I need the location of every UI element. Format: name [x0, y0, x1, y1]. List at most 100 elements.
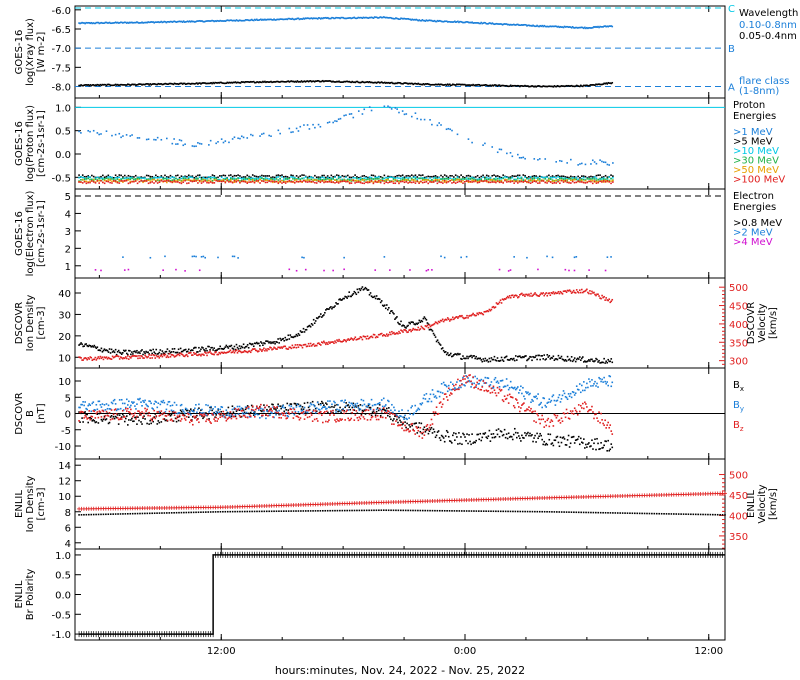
data-point	[291, 336, 294, 338]
data-point	[442, 176, 444, 178]
data-point	[243, 349, 246, 352]
data-point	[95, 347, 98, 350]
data-point	[431, 389, 434, 391]
data-point	[144, 177, 146, 179]
data-point	[229, 179, 232, 182]
y-axis-label: DSCOVR	[14, 302, 25, 345]
data-point	[423, 394, 426, 396]
data-point	[580, 178, 583, 181]
data-point	[274, 408, 276, 410]
data-point	[410, 406, 412, 409]
data-point	[286, 180, 289, 183]
data-point	[357, 176, 360, 179]
data-point	[438, 437, 441, 439]
data-point	[85, 343, 87, 345]
data-point	[405, 18, 407, 20]
data-point	[170, 20, 173, 23]
data-point	[86, 413, 88, 416]
data-point	[302, 408, 305, 411]
data-point	[163, 418, 166, 420]
data-point	[284, 406, 287, 409]
data-point	[589, 360, 591, 362]
data-point	[177, 412, 180, 414]
data-point	[582, 181, 585, 184]
data-point	[133, 176, 135, 178]
legend-entry: 0.05-0.4nm	[739, 31, 797, 42]
data-point	[142, 177, 144, 179]
data-point	[534, 434, 536, 437]
data-point	[560, 441, 563, 444]
data-point	[451, 178, 453, 180]
data-point	[418, 329, 421, 331]
data-point	[531, 181, 534, 184]
series--4-MeV	[94, 268, 607, 272]
data-point	[105, 130, 108, 132]
data-point	[83, 22, 85, 24]
y-axis-label: [cm-3]	[36, 306, 47, 339]
data-point	[349, 404, 352, 407]
data-point	[367, 404, 370, 407]
data-point	[209, 176, 212, 179]
data-point	[498, 177, 501, 180]
data-point	[161, 83, 164, 86]
data-point	[439, 344, 442, 346]
data-point	[445, 20, 448, 23]
data-point	[323, 176, 325, 179]
data-point	[293, 182, 296, 184]
data-point	[198, 142, 201, 145]
data-point	[467, 442, 469, 445]
data-point	[317, 316, 320, 318]
data-point	[184, 408, 187, 411]
data-point	[569, 26, 572, 28]
data-point	[269, 346, 271, 349]
data-point	[513, 24, 516, 26]
data-point	[180, 353, 183, 355]
data-point	[275, 413, 277, 416]
data-point	[395, 17, 397, 19]
data-point	[248, 176, 250, 179]
data-point	[426, 19, 429, 22]
data-point	[314, 174, 316, 177]
data-point	[160, 179, 163, 182]
data-point	[197, 182, 199, 184]
data-point	[481, 312, 484, 315]
data-point	[448, 388, 451, 391]
data-point	[522, 174, 525, 176]
data-point	[453, 432, 455, 434]
data-point	[431, 181, 433, 183]
data-point	[197, 179, 199, 182]
data-point	[401, 178, 404, 180]
data-point	[462, 176, 464, 178]
data-point	[579, 181, 581, 183]
data-point	[498, 181, 501, 184]
data-point	[375, 16, 378, 19]
data-point	[127, 21, 129, 24]
data-point	[579, 84, 582, 87]
data-point	[590, 175, 592, 178]
data-point	[333, 400, 335, 403]
data-point	[158, 83, 161, 85]
data-point	[548, 174, 550, 177]
data-point	[466, 84, 468, 86]
data-point	[293, 335, 296, 338]
data-point	[129, 349, 131, 352]
data-point	[269, 414, 271, 416]
data-point	[510, 357, 513, 360]
data-point	[250, 404, 253, 407]
data-point	[557, 85, 560, 87]
data-point	[429, 428, 432, 431]
data-point	[178, 352, 181, 354]
data-point	[556, 358, 559, 361]
data-point	[306, 345, 309, 347]
data-point	[300, 331, 303, 334]
data-point	[590, 163, 592, 165]
data-point	[222, 352, 225, 354]
data-point	[117, 355, 120, 358]
data-point	[187, 20, 190, 23]
data-point	[602, 161, 605, 163]
data-point	[455, 84, 457, 86]
data-point	[322, 402, 324, 405]
data-point	[562, 179, 565, 182]
data-point	[517, 84, 519, 87]
